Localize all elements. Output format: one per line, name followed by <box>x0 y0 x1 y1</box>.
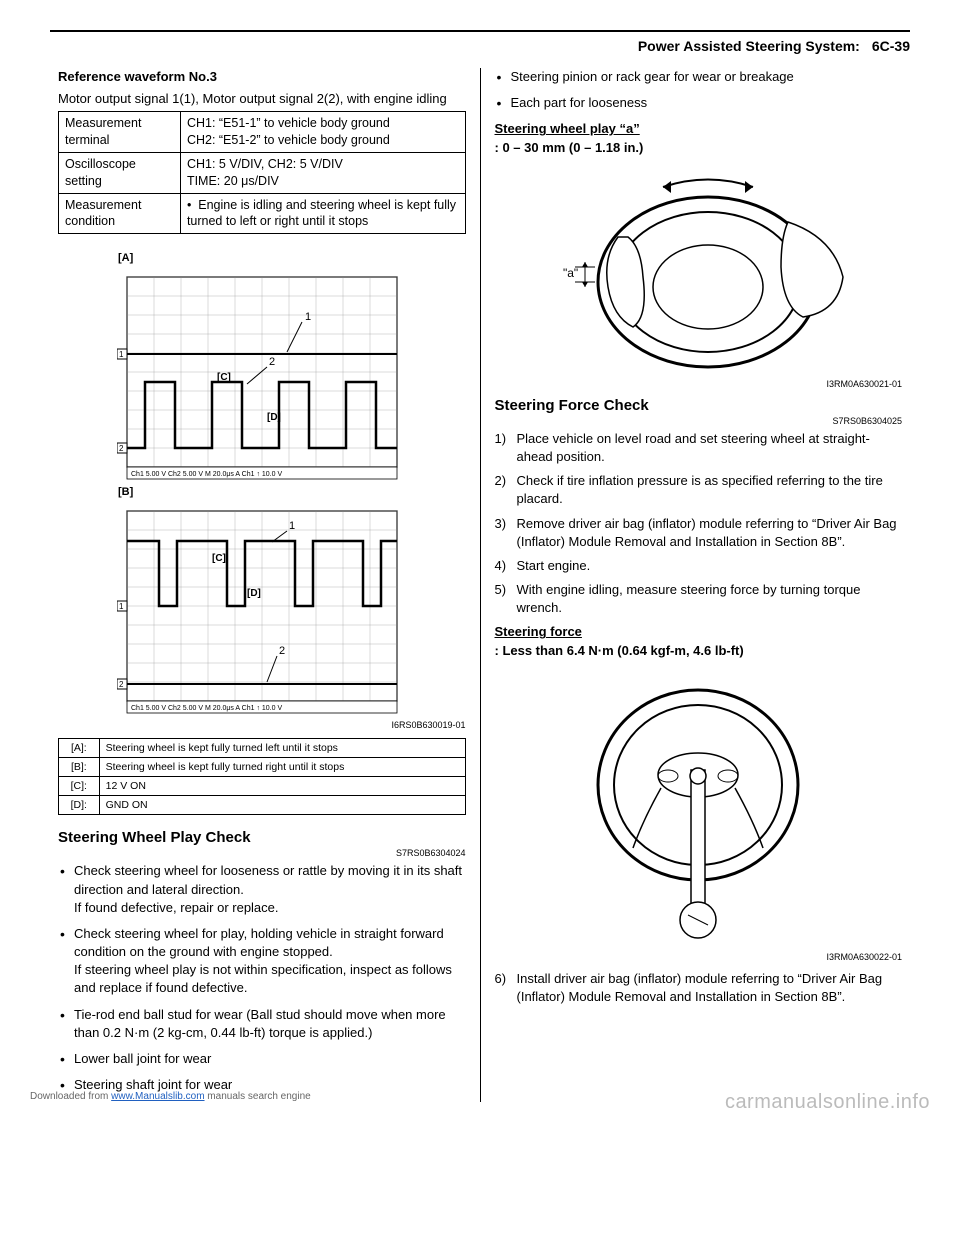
list-item: Each part for looseness <box>495 94 903 112</box>
list-item: Check steering wheel for play, holding v… <box>58 925 466 998</box>
scope-fig-id: I6RS0B630019-01 <box>58 720 466 730</box>
footer-watermark: carmanualsonline.info <box>725 1091 930 1114</box>
steering-play-title: Steering Wheel Play Check <box>58 829 466 846</box>
svg-text:1: 1 <box>289 520 295 532</box>
scope-legend: [A]:Steering wheel is kept fully turned … <box>58 738 466 815</box>
header-page: 6C-39 <box>872 38 910 54</box>
list-item: Steering pinion or rack gear for wear or… <box>495 68 903 86</box>
svg-text:2: 2 <box>119 680 124 689</box>
svg-text:2: 2 <box>119 444 124 453</box>
steering-force-title: Steering Force Check <box>495 397 903 414</box>
wheel2-fig-id: I3RM0A630022-01 <box>495 952 903 962</box>
svg-text:"a": "a" <box>563 266 578 280</box>
svg-text:[D]: [D] <box>247 588 261 599</box>
svg-text:1: 1 <box>119 350 124 359</box>
svg-text:1: 1 <box>305 311 311 323</box>
steering-wheel-play-illustration: "a" <box>533 167 863 377</box>
ref-waveform-desc: Motor output signal 1(1), Motor output s… <box>58 90 466 108</box>
oscilloscope-b: 1 2 1 2 [C] [D] Ch1 5.00 V Ch2 5.00 V M … <box>58 506 466 716</box>
svg-text:2: 2 <box>279 645 285 657</box>
steering-force-ref: S7RS0B6304025 <box>495 416 903 426</box>
list-item: Lower ball joint for wear <box>58 1050 466 1068</box>
left-column: Reference waveform No.3 Motor output sig… <box>50 68 480 1102</box>
svg-text:2: 2 <box>269 356 275 368</box>
footer-link[interactable]: www.Manualslib.com <box>111 1091 204 1102</box>
oscilloscope-a: 1 2 1 2 [C] [D] Ch1 5.00 V Ch2 5.00 V M … <box>58 272 466 482</box>
list-item: 2)Check if tire inflation pressure is as… <box>495 472 903 508</box>
page-footer: Downloaded from www.Manualslib.com manua… <box>30 1091 930 1114</box>
list-item: Check steering wheel for looseness or ra… <box>58 862 466 917</box>
page-header: Power Assisted Steering System: 6C-39 <box>50 38 910 54</box>
play-spec-label: Steering wheel play “a” <box>495 121 640 136</box>
measurement-table: Measurement terminalCH1: “E51-1” to vehi… <box>58 111 466 234</box>
svg-text:Ch1 5.00 V Ch2 5.00 V M: Ch1 5.00 V Ch2 5.00 V M 20.0μs A Ch1 ↑ 1… <box>131 705 282 712</box>
force-spec-label: Steering force <box>495 624 582 639</box>
list-item: 3)Remove driver air bag (inflator) modul… <box>495 515 903 551</box>
footer-left: Downloaded from www.Manualslib.com manua… <box>30 1091 311 1114</box>
play-spec: Steering wheel play “a” : 0 – 30 mm (0 –… <box>495 120 903 156</box>
svg-text:Ch1 5.00 V Ch2 5.00 V M: Ch1 5.00 V Ch2 5.00 V M 20.0μs A Ch1 ↑ 1… <box>131 471 282 478</box>
list-item: 4)Start engine. <box>495 557 903 575</box>
steering-play-ref: S7RS0B6304024 <box>58 848 466 858</box>
wheel1-fig-id: I3RM0A630021-01 <box>495 379 903 389</box>
ref-waveform-title: Reference waveform No.3 <box>58 68 466 86</box>
steering-wheel-torque-illustration <box>573 670 823 950</box>
force-spec: Steering force : Less than 6.4 N·m (0.64… <box>495 623 903 659</box>
svg-text:[C]: [C] <box>217 372 231 383</box>
scope-label-a: [A] <box>118 252 466 264</box>
list-item: 1)Place vehicle on level road and set st… <box>495 430 903 466</box>
header-title: Power Assisted Steering System: <box>638 38 860 54</box>
list-item: Tie-rod end ball stud for wear (Ball stu… <box>58 1006 466 1042</box>
play-spec-value: : 0 – 30 mm (0 – 1.18 in.) <box>495 140 644 155</box>
force-spec-value: : Less than 6.4 N·m (0.64 kgf-m, 4.6 lb-… <box>495 643 744 658</box>
steering-force-steps: 1)Place vehicle on level road and set st… <box>495 430 903 618</box>
svg-text:[D]: [D] <box>267 412 281 423</box>
step-6: 6)Install driver air bag (inflator) modu… <box>495 970 903 1006</box>
svg-text:[C]: [C] <box>212 553 226 564</box>
scope-label-b: [B] <box>118 486 466 498</box>
list-item: 5)With engine idling, measure steering f… <box>495 581 903 617</box>
right-top-bullets: Steering pinion or rack gear for wear or… <box>495 68 903 112</box>
svg-text:1: 1 <box>119 602 124 611</box>
steering-play-bullets: Check steering wheel for looseness or ra… <box>58 862 466 1094</box>
right-column: Steering pinion or rack gear for wear or… <box>480 68 911 1102</box>
